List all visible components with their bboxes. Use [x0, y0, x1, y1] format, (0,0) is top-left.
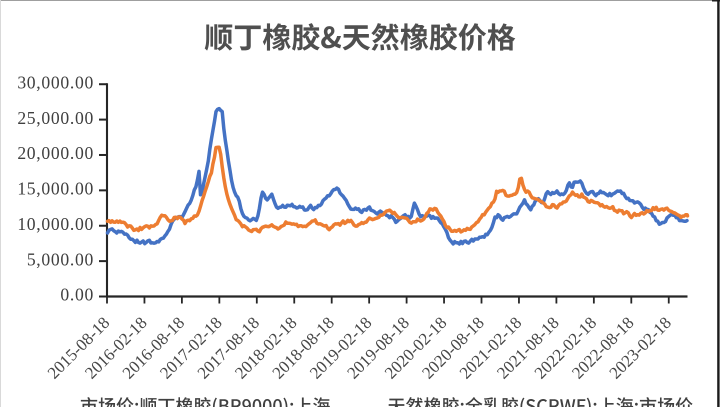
svg-text:15,000.00: 15,000.00	[17, 179, 94, 199]
svg-text:20,000.00: 20,000.00	[17, 143, 94, 163]
svg-text:10,000.00: 10,000.00	[17, 214, 94, 234]
svg-text:0.00: 0.00	[60, 285, 94, 305]
svg-text:30,000.00: 30,000.00	[17, 72, 94, 92]
svg-text:25,000.00: 25,000.00	[17, 108, 94, 128]
svg-text:5,000.00: 5,000.00	[27, 249, 94, 269]
